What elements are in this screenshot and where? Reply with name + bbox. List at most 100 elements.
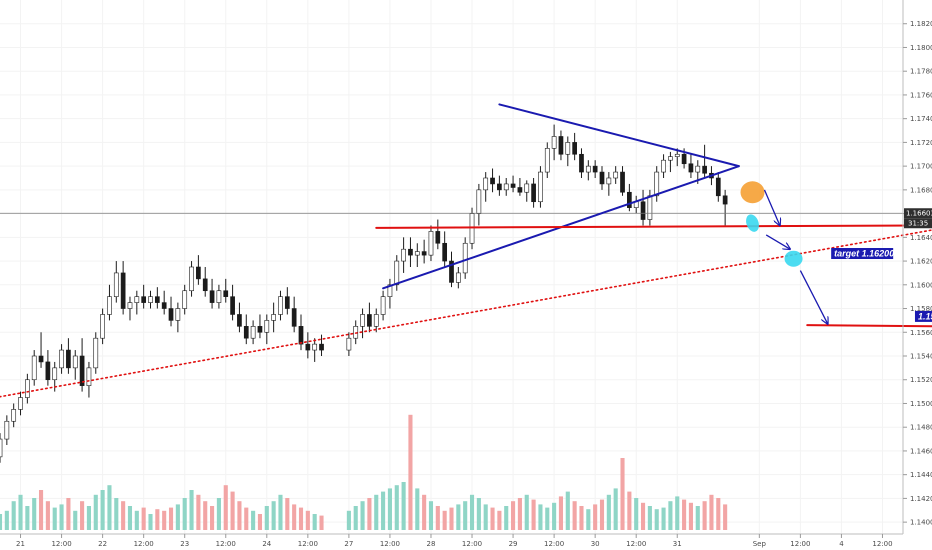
candle-body bbox=[483, 177, 489, 191]
y-axis[interactable]: 1.18200 1.18000 1.17800 1.17600 1.17400 1.172… bbox=[903, 20, 932, 527]
x-tick-label: 12:00 bbox=[298, 540, 318, 548]
target-1-label: target 1.16200 bbox=[834, 249, 894, 259]
volume-bar bbox=[52, 507, 57, 530]
candle-body bbox=[175, 308, 181, 321]
volume-bar bbox=[127, 506, 133, 530]
volume-bar bbox=[408, 414, 413, 530]
candle-body bbox=[408, 248, 413, 256]
candle-body bbox=[627, 191, 632, 208]
volume-bar bbox=[0, 514, 3, 530]
x-tick-label: 4 bbox=[839, 540, 844, 548]
grid-lines bbox=[0, 0, 903, 534]
candle-body bbox=[93, 337, 99, 369]
volume-bar bbox=[490, 507, 495, 530]
volume-bar bbox=[114, 498, 119, 530]
candle-body bbox=[469, 213, 475, 244]
candle-body bbox=[196, 266, 201, 280]
volume-bar bbox=[661, 507, 666, 530]
x-axis[interactable]: 21 12:00 22 12:00 23 12:00 24 12:00 27 12:00 28 12:… bbox=[16, 534, 893, 548]
candle-body bbox=[524, 183, 530, 193]
volume-bar bbox=[422, 494, 427, 530]
candle-body bbox=[592, 165, 598, 173]
volume-bar bbox=[469, 494, 475, 530]
volume-bar bbox=[558, 496, 564, 530]
volume-bar bbox=[292, 504, 297, 530]
candle-body bbox=[455, 272, 461, 283]
volume-bar bbox=[538, 504, 543, 530]
volume-bar bbox=[216, 498, 221, 530]
volume-bar bbox=[251, 510, 256, 530]
volume-bar bbox=[723, 504, 728, 530]
trendlines[interactable] bbox=[0, 103, 932, 403]
projection-arrows[interactable] bbox=[763, 189, 827, 324]
volume-bar bbox=[599, 499, 605, 530]
candle-body bbox=[380, 296, 386, 315]
y-tick-label: 1.14000 bbox=[910, 519, 932, 527]
y-tick-label: 1.17600 bbox=[910, 91, 932, 99]
x-tick-label: 23 bbox=[180, 540, 189, 548]
volume-bar bbox=[709, 494, 714, 530]
candle-body bbox=[278, 296, 283, 315]
candle-body bbox=[421, 251, 427, 256]
candle-body bbox=[216, 290, 222, 303]
volume-bar bbox=[203, 501, 208, 530]
volume-bar bbox=[93, 494, 98, 530]
volume-bars bbox=[0, 414, 728, 530]
volume-bar bbox=[504, 506, 509, 530]
x-tick-label: 12:00 bbox=[544, 540, 564, 548]
volume-bar bbox=[189, 490, 194, 530]
volume-bar bbox=[45, 501, 50, 530]
candle-body bbox=[11, 409, 17, 422]
volume-bar bbox=[264, 506, 269, 530]
volume-bar bbox=[688, 502, 693, 530]
candle-body bbox=[715, 177, 721, 197]
volume-bar bbox=[387, 488, 392, 530]
candle-body bbox=[312, 343, 318, 351]
y-tick-label: 1.17200 bbox=[910, 139, 932, 147]
volume-bar bbox=[449, 507, 454, 530]
candle-body bbox=[298, 326, 304, 345]
volume-bar bbox=[175, 504, 180, 530]
x-tick-label: 12:00 bbox=[134, 540, 154, 548]
candle-body bbox=[346, 337, 352, 351]
y-tick-label: 1.15200 bbox=[910, 376, 932, 384]
candle-body bbox=[668, 156, 673, 161]
candle-body bbox=[462, 242, 468, 274]
candle-body bbox=[230, 296, 235, 315]
candle-body bbox=[86, 367, 92, 386]
candle-body bbox=[264, 320, 270, 333]
y-tick-label: 1.18200 bbox=[910, 20, 932, 28]
candle-body bbox=[572, 142, 577, 155]
x-tick-label: 29 bbox=[509, 540, 518, 548]
volume-bar bbox=[271, 501, 276, 530]
candle-body bbox=[182, 290, 188, 309]
candle-body bbox=[367, 314, 372, 327]
candle-body bbox=[305, 343, 311, 351]
volume-bar bbox=[374, 494, 379, 530]
volume-bar bbox=[210, 506, 215, 530]
volume-bar bbox=[675, 496, 680, 530]
candle-body bbox=[674, 153, 680, 157]
candle-body bbox=[702, 165, 707, 174]
x-tick-label: 24 bbox=[262, 540, 271, 548]
candle-body bbox=[681, 153, 687, 165]
candle-body bbox=[353, 326, 359, 339]
y-tick-label: 1.14200 bbox=[910, 495, 932, 503]
volume-bar bbox=[319, 515, 324, 530]
volume-bar bbox=[155, 509, 160, 530]
x-tick-label: 22 bbox=[98, 540, 107, 548]
x-tick-label: 12:00 bbox=[51, 540, 71, 548]
y-tick-label: 1.15000 bbox=[910, 400, 932, 408]
candle-body bbox=[442, 242, 448, 262]
candle-body bbox=[189, 266, 194, 292]
volume-bar bbox=[25, 506, 30, 530]
volume-bar bbox=[148, 514, 153, 530]
candle-body bbox=[497, 183, 502, 191]
volume-bar bbox=[682, 499, 687, 530]
candle-body bbox=[209, 290, 215, 303]
markers[interactable] bbox=[740, 181, 803, 267]
candle-body bbox=[223, 290, 229, 297]
annotations[interactable]: target 1.16200 1.15600 bbox=[831, 248, 932, 322]
candle-body bbox=[66, 349, 71, 369]
